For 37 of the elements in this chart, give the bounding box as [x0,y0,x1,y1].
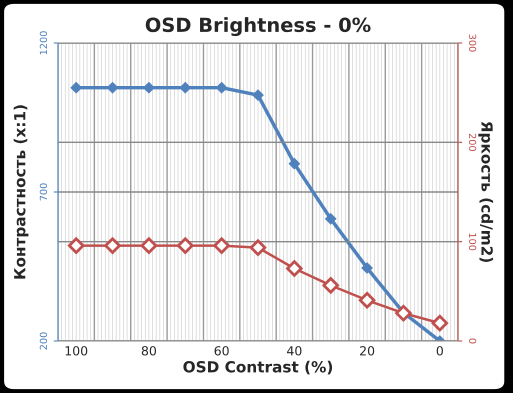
x-tick-label: 0 [436,346,443,356]
point [68,237,84,254]
point [180,82,191,94]
x-axis-title: OSD Contrast (%) [183,360,332,374]
point [213,237,230,254]
chart-title: OSD Brightness - 0% [146,17,371,36]
y2-axis-title: Яркость (cd/m2) [478,122,494,262]
x-tick-label: 60 [214,346,229,356]
point [395,304,412,322]
point [140,237,158,254]
point [322,277,339,294]
point [358,292,376,309]
point [70,82,82,94]
point [106,82,118,94]
y2-tick-label: 300 [468,34,476,52]
y-axis-title: Контрастность (x:1) [14,105,28,279]
point [216,82,228,94]
y-tick-label: 200 [40,332,48,350]
y-tick-label: 1200 [40,31,48,54]
point [143,82,155,94]
x-tick-label: 40 [287,346,302,356]
point [250,239,266,256]
y2-tick-label: 0 [468,338,476,344]
point [104,237,121,254]
point [361,262,373,274]
x-tick-label: 100 [66,346,88,356]
point [252,90,264,101]
point [286,260,303,277]
y2-tick-label: 200 [468,134,476,151]
point [177,237,194,254]
y-tick-label: 700 [40,183,48,200]
point [288,158,300,170]
point [325,213,336,224]
y2-tick-label: 100 [468,233,476,250]
x-tick-label: 20 [360,346,374,356]
x-tick-label: 80 [142,346,156,356]
point [432,314,448,332]
